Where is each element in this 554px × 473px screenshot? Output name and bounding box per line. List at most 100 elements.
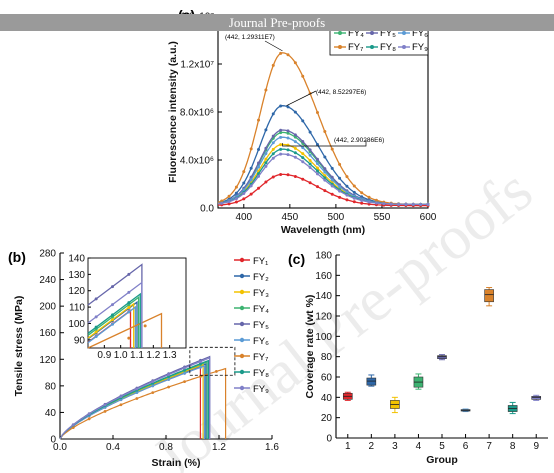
- panel-b-ylabel: Tensile stress (MPa): [13, 296, 25, 397]
- panel-a-series-line-FY4: [217, 131, 428, 206]
- panel-a-legend-marker-FY8: [370, 45, 374, 49]
- panel-a-ytick-label: 8.0x10⁶: [180, 108, 214, 119]
- panel-b-inset-point-FY3: [127, 306, 131, 309]
- panel-a-point-FY7: [338, 162, 342, 166]
- panel-b-legend-marker-FY7: [239, 353, 245, 359]
- panel-a-point-FY5: [308, 148, 312, 152]
- panel-a-legend-label-FY5: FY₅: [380, 28, 396, 39]
- panel-a-point-FY8: [308, 162, 312, 166]
- panel-b-legend-label-FY6: FY₆: [253, 336, 269, 347]
- panel-b-point-FY9: [119, 395, 123, 398]
- panel-a-point-FY7: [220, 199, 224, 203]
- panel-b-point-FY7: [167, 385, 171, 389]
- panel-a-point-FY9: [404, 202, 408, 206]
- panel-a-point-FY8: [323, 176, 327, 180]
- panel-a-point-FY8: [279, 147, 283, 151]
- panel-a-point-FY2: [264, 128, 268, 132]
- panel-a-point-FY7: [360, 191, 364, 195]
- panel-b-point-FY9: [103, 403, 107, 407]
- panel-b-inset-ytick-label: 100: [68, 319, 85, 330]
- panel-c-ytick-label: 40: [321, 393, 333, 404]
- panel-a-point-FY2: [257, 147, 261, 151]
- panel-a-point-FY2: [271, 112, 275, 116]
- panel-a-point-FY1: [264, 180, 268, 184]
- panel-a-point-FY9: [264, 164, 268, 168]
- panel-a-point-FY9: [360, 199, 364, 203]
- panel-a-point-FY3: [271, 147, 275, 151]
- panel-b-point-FY6: [183, 371, 186, 375]
- panel-a-point-FY6: [338, 185, 342, 189]
- panel-a-point-FY7: [264, 88, 268, 92]
- panel-a-point-FY9: [382, 202, 386, 206]
- panel-a-point-FY8: [315, 169, 319, 173]
- panel-b-point-FY6: [135, 391, 139, 395]
- panel-a-point-FY6: [345, 190, 349, 194]
- panel-b-inset-point-FY8: [111, 313, 114, 317]
- panel-b-point-FY6: [167, 378, 171, 381]
- panel-b-legend-marker-FY6: [239, 337, 245, 343]
- panel-b-legend-marker-FY4: [239, 305, 245, 311]
- panel-a-point-FY9: [271, 156, 275, 160]
- panel-c-xtick-label: 7: [486, 441, 492, 452]
- panel-b-point-FY6: [119, 398, 123, 402]
- panel-a-point-FY5: [271, 134, 275, 138]
- panel-b-point-FY7: [199, 375, 202, 378]
- panel-a-point-FY5: [257, 161, 261, 165]
- panel-a-legend-marker-FY4: [338, 31, 342, 35]
- panel-c-box-FY9: [531, 396, 542, 400]
- panel-a-point-FY7: [374, 198, 378, 202]
- panel-a-point-FY1: [352, 200, 356, 204]
- panel-a-point-FY5: [301, 139, 305, 143]
- panel-a-point-FY1: [367, 202, 371, 206]
- panel-b-point-FY9: [71, 423, 75, 427]
- panel-b-xtick-label: 0.0: [53, 442, 67, 453]
- panel-a-point-FY6: [315, 162, 319, 166]
- panel-a-point-FY5: [293, 133, 297, 137]
- panel-a-point-FY9: [301, 160, 305, 164]
- panel-b-ytick-label: 160: [39, 328, 56, 339]
- panel-a-ytick-label: 1.2x10⁷: [180, 60, 214, 71]
- panel-a-point-FY1: [315, 185, 319, 189]
- panel-b-inset-line-FY4: [87, 295, 140, 348]
- panel-a-point-FY7: [293, 61, 297, 65]
- panel-a-point-FY9: [286, 153, 290, 157]
- panel-a-legend-marker-FY6: [402, 31, 406, 35]
- panel-a-point-FY2: [286, 105, 290, 109]
- panel-a-point-FY1: [234, 200, 238, 204]
- panel-c-ytick-label: 140: [315, 291, 332, 302]
- panel-a-point-FY9: [323, 178, 327, 182]
- panel-c-xtick-label: 5: [439, 441, 445, 452]
- panel-a-point-FY7: [352, 184, 356, 188]
- panel-b-point-FY9: [183, 366, 186, 370]
- panel-b-inset-ytick-label: 120: [68, 286, 85, 297]
- panel-b-legend-marker-FY1: [239, 257, 245, 263]
- panel-b-label: (b): [8, 249, 26, 265]
- panel-a-point-FY5: [330, 175, 334, 179]
- panel-a-annotation-arrow: [286, 90, 317, 106]
- panel-a-point-FY6: [271, 141, 275, 145]
- panel-b-legend-label-FY2: FY₂: [253, 272, 269, 283]
- panel-b-inset-line-FY3: [87, 302, 135, 348]
- panel-b-inset-point-FY7: [143, 324, 147, 328]
- panel-a-point-FY7: [301, 74, 305, 78]
- panel-a-point-FY4: [279, 131, 283, 135]
- panel-a-point-FY6: [242, 188, 246, 192]
- panel-b-point-FY8: [199, 362, 202, 366]
- panel-a-point-FY2: [249, 166, 253, 170]
- panel-b-xtick-label: 1.6: [265, 442, 279, 453]
- panel-b-legend-label-FY1: FY₁: [253, 256, 268, 267]
- panel-a-point-FY2: [308, 130, 312, 134]
- panel-a-legend-marker-FY9: [402, 45, 406, 49]
- panel-a-point-FY7: [345, 175, 349, 179]
- panel-a-point-FY1: [345, 198, 349, 202]
- panel-a-point-FY2: [323, 155, 327, 159]
- panel-b-inset-xtick-label: 0.9: [97, 350, 111, 361]
- panel-a-legend-label-FY4: FY₄: [348, 28, 364, 39]
- panel-b-legend-marker-FY9: [239, 385, 245, 391]
- panel-b-inset-xtick-label: 1.2: [146, 350, 160, 361]
- panel-c-ytick-label: 180: [315, 251, 332, 262]
- panel-a-point-FY6: [279, 135, 283, 139]
- panel-b-inset-ytick-label: 130: [68, 270, 85, 281]
- panel-a-point-FY6: [293, 140, 297, 144]
- panel-a-point-FY8: [264, 161, 268, 165]
